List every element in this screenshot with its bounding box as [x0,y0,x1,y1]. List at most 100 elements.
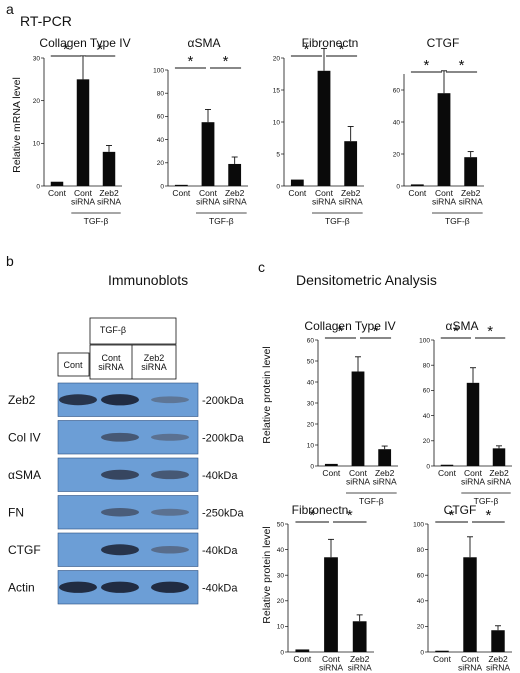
category-label: Cont [293,654,312,664]
bar [324,463,338,466]
y-tick-label: 60 [423,388,431,395]
protein-label: Col IV [8,430,41,444]
category-label: siRNA [71,197,95,207]
category-label: Cont [349,468,368,478]
blot-band [151,508,189,516]
lane-label-cont-sirna: Cont [101,353,121,363]
y-tick-label: 50 [307,358,315,365]
chart-title: αSMA [446,319,479,333]
lane-label-cont-sirna: siRNA [98,362,124,372]
y-tick-label: 15 [273,87,281,94]
bar [324,557,338,652]
panel-c-title: Densitometric Analysis [296,272,437,288]
blot-row: Zeb2 -200kDa [8,382,244,417]
treatment-label: TGF-β [359,496,384,506]
significance-star: * [63,41,69,58]
y-tick-label: 60 [393,87,401,94]
lane-label-cont: Cont [63,360,83,370]
category-label: siRNA [312,197,336,207]
bar [491,630,505,652]
y-tick-label: 100 [413,521,424,528]
panel-c-label: c [258,259,265,275]
chart-title: Fibronectn [302,36,359,50]
category-label: siRNA [346,477,370,487]
bar [290,179,304,186]
significance-star: * [485,507,491,524]
bar [228,163,242,186]
size-label: -40kDa [202,582,238,594]
y-tick-label: 40 [307,379,315,386]
lane-label-zeb2-sirna: siRNA [141,362,167,372]
significance-star: * [459,57,465,74]
blot-row: FN -250kDa [8,495,244,530]
category-label: Cont [438,468,457,478]
significance-star: * [373,323,379,340]
bar [464,157,478,186]
lane-box-treated [89,344,177,380]
category-label: Cont [464,468,483,478]
y-tick-label: 0 [160,183,164,190]
significance-star: * [338,323,344,340]
y-tick-label: 0 [36,183,40,190]
blot-row: CTGF -40kDa [8,532,238,567]
y-tick-label: 0 [276,183,280,190]
category-label: Zeb2 [489,468,509,478]
significance-star: * [97,41,103,58]
y-tick-label: 100 [419,337,430,344]
category-label: Cont [74,188,93,198]
y-tick-label: 20 [33,98,41,105]
y-tick-label: 0 [420,649,424,656]
y-tick-label: 20 [157,160,165,167]
panel-c-ylabel-bottom: Relative protein level [261,526,273,623]
blot-band [101,394,139,406]
chart-title: Collagen Type IV [39,36,130,50]
significance-star: * [188,53,194,70]
y-tick-label: 10 [307,442,315,449]
treatment-label: TGF-β [325,216,350,226]
y-tick-label: 30 [33,55,41,62]
category-label: siRNA [97,197,121,207]
significance-star: * [223,53,229,70]
chart-title: Collagen Type IV [304,319,395,333]
category-label: siRNA [223,197,247,207]
panel-a-ylabel: Relative mRNA level [11,77,23,173]
lane-label-zeb2-sirna: Zeb2 [144,353,165,363]
category-label: siRNA [196,197,220,207]
bar [463,557,477,652]
size-label: -250kDa [202,507,244,519]
bar [466,382,480,466]
category-label: Cont [408,188,427,198]
y-tick-label: 10 [277,624,285,631]
bar [344,141,358,186]
category-label: Cont [322,468,341,478]
significance-star: * [453,323,459,340]
protein-label: αSMA [8,468,41,482]
blot-row: Actin -40kDa [8,570,238,605]
y-tick-label: 60 [307,337,315,344]
panel-c-ylabel-top: Relative protein level [261,346,273,443]
panel-a-title: RT-PCR [20,13,72,29]
category-label: siRNA [461,477,485,487]
y-tick-label: 40 [277,547,285,554]
significance-star: * [424,57,430,74]
blot-band [101,544,139,556]
bar [352,621,367,652]
y-tick-label: 20 [273,55,281,62]
y-tick-label: 0 [310,463,314,470]
y-tick-label: 20 [423,438,431,445]
category-label: Cont [315,188,334,198]
panel-b-title: Immunoblots [108,272,188,288]
significance-star: * [449,507,455,524]
y-tick-label: 10 [33,141,41,148]
treatment-box [89,317,177,345]
size-label: -40kDa [202,470,238,482]
blot-band [59,394,97,406]
category-label: siRNA [458,663,482,673]
